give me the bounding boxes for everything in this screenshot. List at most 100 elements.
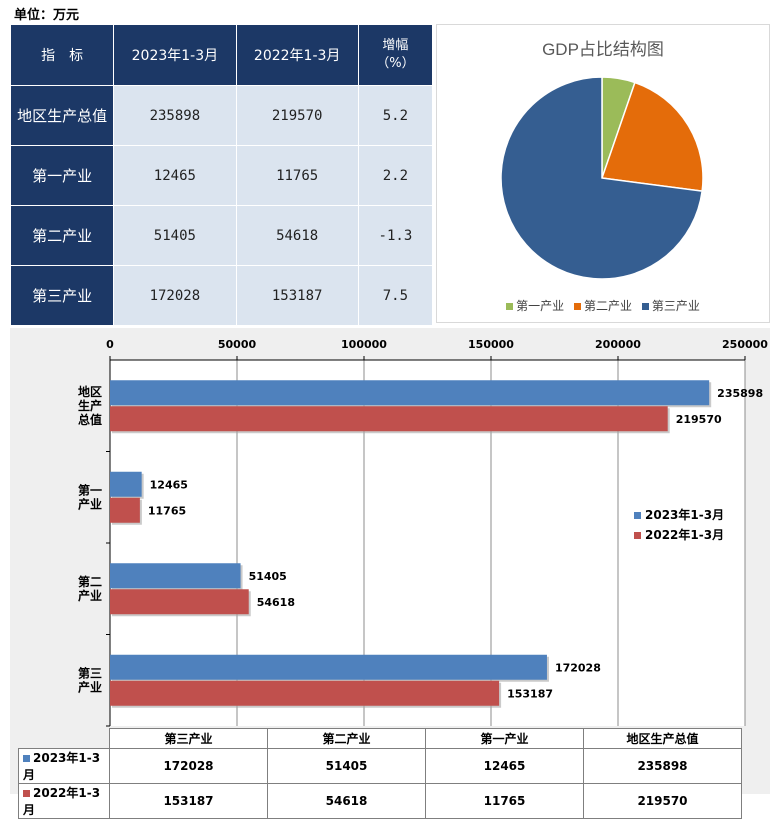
data-table-cell: 172028	[109, 748, 268, 784]
category-label-line: 总值	[78, 412, 102, 427]
bar-legend-item: 2022年1-3月	[634, 525, 724, 545]
data-table-col-header: 第二产业	[267, 728, 426, 749]
category-label-line: 第一	[78, 482, 102, 497]
pie-title: GDP占比结构图	[542, 40, 664, 59]
data-table-row: 2022年1-3月 153187 54618 11765 219570	[18, 783, 742, 819]
category-label-line: 第三	[78, 665, 102, 680]
category-label: 地区生产总值	[78, 384, 102, 427]
pie-legend-label: 第一产业	[516, 299, 565, 313]
bar	[110, 471, 142, 497]
bar-value-label: 51405	[249, 570, 287, 583]
cell-2022: 11765	[235, 145, 359, 206]
header-growth-line2: （%）	[376, 56, 415, 71]
pie-slice-3	[500, 76, 703, 280]
cell-growth: 2.2	[357, 145, 434, 206]
header-2023: 2023年1-3月	[113, 24, 237, 86]
pie-legend-item: 第二产业	[573, 297, 632, 314]
pie-legend-label: 第三产业	[651, 299, 700, 313]
category-label-line: 产业	[78, 496, 102, 511]
table-header-row: 指 标 2023年1-3月 2022年1-3月 增幅 （%）	[9, 24, 434, 86]
bar	[110, 406, 668, 432]
legend-swatch	[641, 303, 649, 310]
legend-swatch	[23, 755, 30, 762]
category-label: 第二产业	[78, 574, 102, 603]
x-tick-label: 250000	[722, 338, 768, 351]
x-tick-label: 50000	[218, 338, 257, 351]
data-table-cell: 12465	[425, 748, 584, 784]
bar	[110, 654, 547, 680]
bar-value-label: 11765	[148, 504, 186, 517]
header-indicator: 指 标	[9, 24, 115, 86]
table-row: 第一产业 12465 11765 2.2	[9, 145, 434, 206]
legend-swatch	[634, 532, 641, 539]
bar-value-label: 219570	[676, 413, 722, 426]
row-name: 第三产业	[9, 265, 115, 326]
gdp-table: 指 标 2023年1-3月 2022年1-3月 增幅 （%） 地区生产总值 23…	[9, 24, 434, 326]
cell-2023: 235898	[113, 85, 237, 146]
cell-growth: 5.2	[357, 85, 434, 146]
cell-2022: 153187	[235, 265, 359, 326]
category-label-line: 地区	[78, 384, 102, 399]
row-name: 第一产业	[9, 145, 115, 206]
pie-chart-panel: GDP占比结构图 第一产业 第二产业 第三产业	[436, 24, 770, 323]
bar-chart-panel: 0 50000 100000 150000 200000 250000 235898 2195…	[10, 328, 770, 794]
x-tick-label: 100000	[341, 338, 387, 351]
bar	[110, 563, 241, 589]
pie-legend-label: 第二产业	[583, 299, 632, 313]
pie-legend-item: 第一产业	[506, 297, 564, 314]
data-table-series-name: 2022年1-3月	[23, 786, 101, 817]
bar	[110, 497, 140, 523]
data-table-cell: 235898	[583, 748, 742, 784]
data-table-row-label: 2022年1-3月	[18, 783, 110, 819]
data-table-row-label: 2023年1-3月	[18, 748, 110, 784]
cell-2022: 54618	[235, 205, 359, 266]
table-row: 第二产业 51405 54618 -1.3	[9, 205, 434, 266]
bar	[110, 680, 500, 706]
cell-2022: 219570	[235, 85, 359, 146]
pie-slice-2	[600, 81, 704, 192]
data-table-cell: 153187	[109, 783, 268, 819]
category-label-line: 第二	[78, 574, 102, 589]
x-tick-label: 0	[106, 338, 114, 351]
data-table-cell: 51405	[267, 748, 426, 784]
cell-2023: 51405	[113, 205, 237, 266]
bar-legend-label: 2022年1-3月	[645, 528, 725, 542]
data-table-corner	[19, 729, 110, 749]
cell-growth: -1.3	[357, 205, 434, 266]
data-table-cell: 54618	[267, 783, 426, 819]
x-tick-label: 150000	[468, 338, 514, 351]
data-table-series-name: 2023年1-3月	[23, 751, 101, 782]
cell-growth: 7.5	[357, 265, 434, 326]
bar	[110, 380, 710, 406]
data-table-header: 第三产业 第二产业 第一产业 地区生产总值	[19, 728, 742, 749]
category-label-line: 产业	[78, 679, 102, 694]
bar-value-label: 235898	[717, 387, 763, 400]
bar-value-label: 172028	[555, 661, 601, 674]
pie-legend-item: 第三产业	[641, 297, 700, 314]
bar	[110, 589, 249, 615]
legend-swatch	[634, 512, 641, 519]
bar-value-label: 153187	[507, 687, 553, 700]
legend-swatch	[506, 303, 514, 310]
bar-value-label: 54618	[257, 596, 295, 609]
category-label: 第三产业	[78, 665, 102, 694]
bar-value-label: 12465	[150, 478, 188, 491]
data-table-cell: 11765	[425, 783, 584, 819]
data-table-col-header: 第一产业	[425, 728, 584, 749]
data-table-row: 2023年1-3月 172028 51405 12465 235898	[18, 748, 742, 784]
header-growth-line1: 增幅	[382, 38, 409, 53]
data-table-col-header: 第三产业	[109, 728, 268, 749]
cell-2023: 172028	[113, 265, 237, 326]
row-name: 地区生产总值	[9, 85, 115, 146]
x-tick-label: 200000	[595, 338, 641, 351]
pie-legend: 第一产业 第二产业 第三产业	[437, 297, 769, 314]
pie-chart	[500, 76, 704, 280]
header-growth: 增幅 （%）	[357, 24, 434, 86]
chart-data-table: 第三产业 第二产业 第一产业 地区生产总值 2023年1-3月 172028 5…	[18, 728, 742, 819]
bar-legend: 2023年1-3月 2022年1-3月	[634, 505, 724, 545]
bar-legend-label: 2023年1-3月	[645, 508, 725, 522]
data-table-cell: 219570	[583, 783, 742, 819]
category-label: 第一产业	[78, 482, 102, 511]
cell-2023: 12465	[113, 145, 237, 206]
bar-chart: 0 50000 100000 150000 200000 250000 235898 2195…	[78, 338, 768, 727]
